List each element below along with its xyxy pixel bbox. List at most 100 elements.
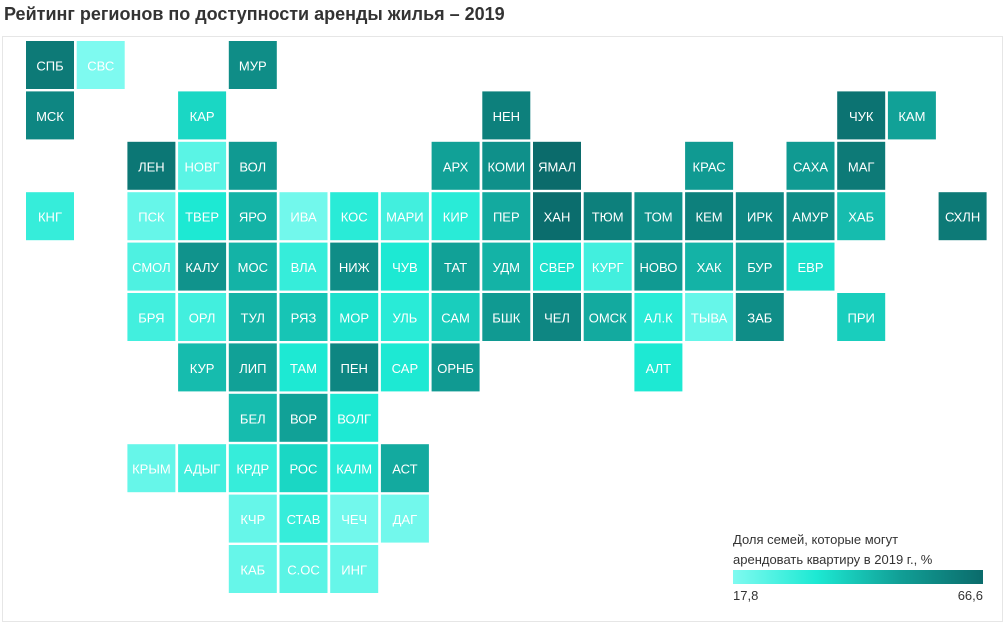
region-tile-rect: [735, 293, 784, 341]
region-tile-label: КУР: [190, 361, 215, 376]
region-tile-rect: [938, 192, 987, 241]
region-tile-30[interactable]: ИРК: [735, 192, 784, 241]
region-tile-53[interactable]: УЛЬ: [380, 293, 429, 341]
region-tile-rect: [127, 293, 176, 341]
region-tile-64[interactable]: ТАМ: [279, 343, 328, 392]
region-tile-65[interactable]: ПЕН: [330, 343, 379, 392]
region-tile-60[interactable]: ЗАБ: [735, 293, 784, 341]
region-tile-70[interactable]: ВОР: [279, 393, 328, 442]
region-tile-17[interactable]: КНГ: [26, 192, 74, 241]
region-tile-38[interactable]: НИЖ: [330, 242, 379, 291]
region-tile-rect: [178, 91, 227, 140]
region-tile-34[interactable]: СМОЛ: [127, 242, 176, 291]
region-tile-13[interactable]: ЯМАЛ: [533, 141, 581, 190]
region-tile-59[interactable]: ТЫВА: [685, 293, 734, 341]
region-tile-74[interactable]: КРДР: [228, 444, 277, 493]
region-tile-rect: [380, 343, 429, 392]
region-tile-44[interactable]: НОВО: [634, 242, 683, 291]
region-tile-63[interactable]: ЛИП: [228, 343, 277, 392]
region-tile-84[interactable]: ИНГ: [330, 545, 379, 593]
region-tile-rect: [887, 91, 936, 140]
region-tile-32[interactable]: ХАБ: [837, 192, 886, 241]
region-tile-8[interactable]: ЛЕН: [127, 141, 176, 190]
region-tile-71[interactable]: ВОЛГ: [330, 393, 379, 442]
region-tile-51[interactable]: РЯЗ: [279, 293, 328, 341]
region-tile-12[interactable]: КОМИ: [482, 141, 531, 190]
region-tile-67[interactable]: ОРНБ: [431, 343, 480, 392]
region-tile-76[interactable]: КАЛМ: [330, 444, 379, 493]
region-tile-54[interactable]: САМ: [431, 293, 480, 341]
region-tile-21[interactable]: ИВА: [279, 192, 328, 241]
region-tile-83[interactable]: С.ОС: [279, 545, 328, 593]
region-tile-73[interactable]: АДЫГ: [178, 444, 227, 493]
region-tile-39[interactable]: ЧУВ: [380, 242, 429, 291]
region-tile-28[interactable]: ТОМ: [634, 192, 683, 241]
region-tile-77[interactable]: АСТ: [380, 444, 429, 493]
region-tile-26[interactable]: ХАН: [533, 192, 581, 241]
region-tile-61[interactable]: ПРИ: [837, 293, 886, 341]
region-tile-19[interactable]: ТВЕР: [178, 192, 227, 241]
region-tile-20[interactable]: ЯРО: [228, 192, 277, 241]
region-tile-40[interactable]: ТАТ: [431, 242, 480, 291]
region-tile-11[interactable]: АРХ: [431, 141, 480, 190]
legend-title: Доля семей, которые могут арендовать ква…: [733, 530, 993, 570]
region-tile-43[interactable]: КУРГ: [583, 242, 632, 291]
region-tile-35[interactable]: КАЛУ: [178, 242, 227, 291]
region-tile-23[interactable]: МАРИ: [380, 192, 429, 241]
region-tile-36[interactable]: МОС: [228, 242, 277, 291]
region-tile-56[interactable]: ЧЕЛ: [533, 293, 581, 341]
region-tile-81[interactable]: ДАГ: [380, 494, 429, 543]
region-tile-62[interactable]: КУР: [178, 343, 227, 392]
region-tile-rect: [279, 242, 328, 291]
region-tile-18[interactable]: ПСК: [127, 192, 176, 241]
region-tile-78[interactable]: КЧР: [228, 494, 277, 543]
region-tile-rect: [837, 141, 886, 190]
region-tile-68[interactable]: АЛТ: [634, 343, 683, 392]
region-tile-79[interactable]: СТАВ: [279, 494, 328, 543]
region-tile-6[interactable]: ЧУК: [837, 91, 886, 140]
region-tile-29[interactable]: КЕМ: [685, 192, 734, 241]
region-tile-27[interactable]: ТЮМ: [583, 192, 632, 241]
region-tile-24[interactable]: КИР: [431, 192, 480, 241]
region-tile-72[interactable]: КРЫМ: [127, 444, 176, 493]
region-tile-rect: [330, 293, 379, 341]
region-tile-rect: [26, 192, 74, 241]
region-tile-69[interactable]: БЕЛ: [228, 393, 277, 442]
region-tile-22[interactable]: КОС: [330, 192, 379, 241]
region-tile-33[interactable]: СХЛН: [938, 192, 987, 241]
region-tile-0[interactable]: СПБ: [26, 41, 74, 89]
region-tile-rect: [482, 293, 531, 341]
region-tile-37[interactable]: ВЛА: [279, 242, 328, 291]
region-tile-50[interactable]: ТУЛ: [228, 293, 277, 341]
region-tile-45[interactable]: ХАК: [685, 242, 734, 291]
region-tile-46[interactable]: БУР: [735, 242, 784, 291]
region-tile-16[interactable]: МАГ: [837, 141, 886, 190]
region-tile-31[interactable]: АМУР: [786, 192, 835, 241]
region-tile-9[interactable]: НОВГ: [178, 141, 227, 190]
region-tile-4[interactable]: КАР: [178, 91, 227, 140]
region-tile-47[interactable]: ЕВР: [786, 242, 835, 291]
region-tile-5[interactable]: НЕН: [482, 91, 531, 140]
region-tile-1[interactable]: СВС: [76, 41, 125, 89]
region-tile-2[interactable]: МУР: [228, 41, 277, 89]
region-tile-label: СПБ: [36, 59, 63, 74]
region-tile-15[interactable]: САХА: [786, 141, 835, 190]
region-tile-41[interactable]: УДМ: [482, 242, 531, 291]
region-tile-80[interactable]: ЧЕЧ: [330, 494, 379, 543]
region-tile-7[interactable]: КАМ: [887, 91, 936, 140]
region-tile-58[interactable]: АЛ.К: [634, 293, 683, 341]
region-tile-57[interactable]: ОМСК: [583, 293, 632, 341]
region-tile-label: ИНГ: [341, 563, 367, 578]
region-tile-55[interactable]: БШК: [482, 293, 531, 341]
region-tile-82[interactable]: КАБ: [228, 545, 277, 593]
region-tile-42[interactable]: СВЕР: [533, 242, 581, 291]
region-tile-25[interactable]: ПЕР: [482, 192, 531, 241]
region-tile-49[interactable]: ОРЛ: [178, 293, 227, 341]
region-tile-52[interactable]: МОР: [330, 293, 379, 341]
region-tile-14[interactable]: КРАС: [685, 141, 734, 190]
region-tile-66[interactable]: САР: [380, 343, 429, 392]
region-tile-75[interactable]: РОС: [279, 444, 328, 493]
region-tile-10[interactable]: ВОЛ: [228, 141, 277, 190]
region-tile-3[interactable]: МСК: [26, 91, 74, 140]
region-tile-48[interactable]: БРЯ: [127, 293, 176, 341]
